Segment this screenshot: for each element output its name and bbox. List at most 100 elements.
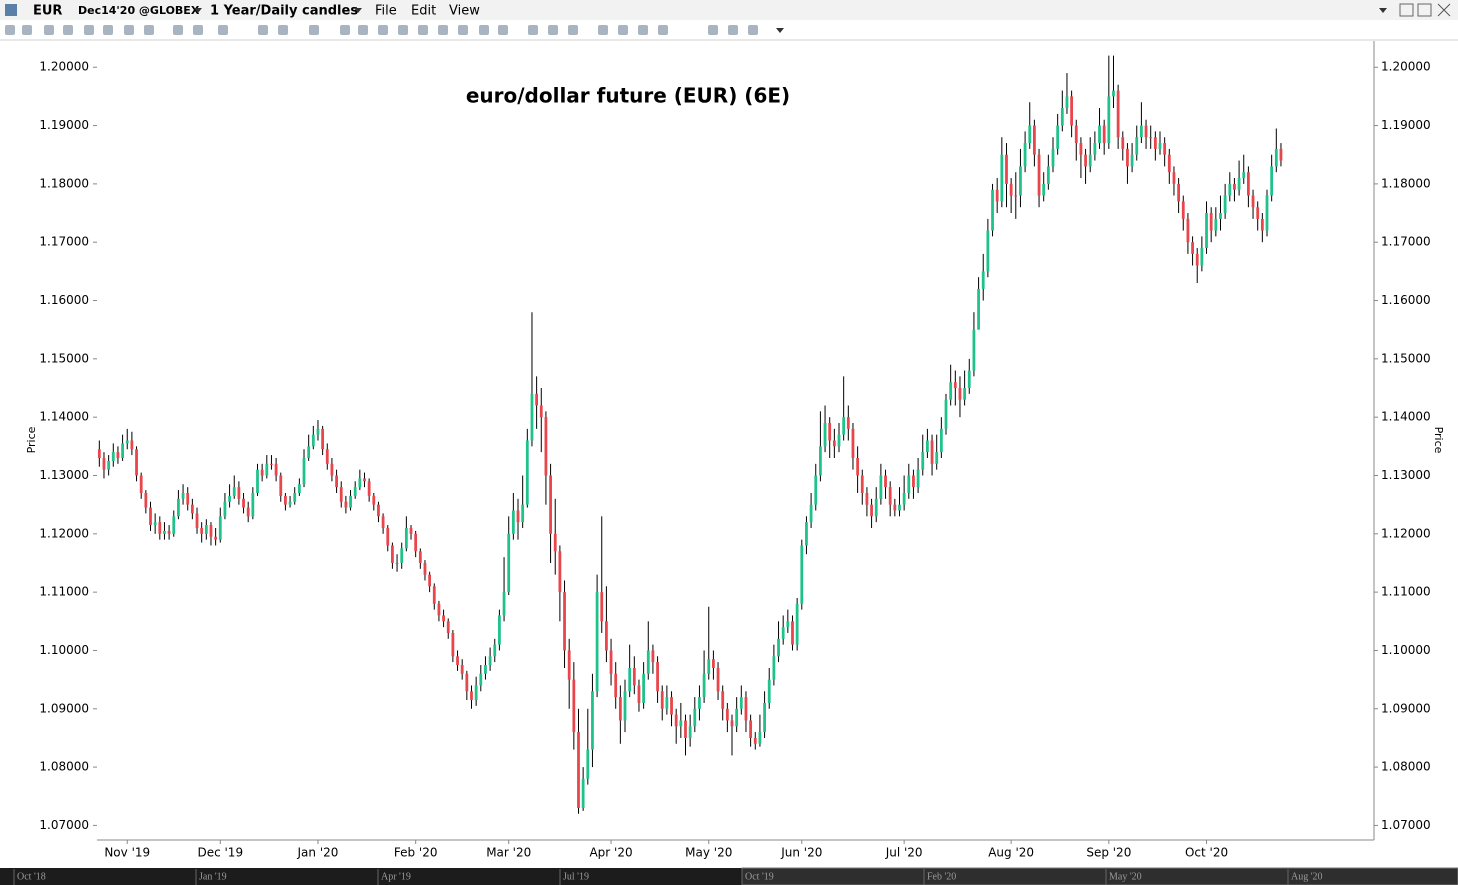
candle-body [190, 504, 194, 514]
y-tick-label: 1.18000 [39, 176, 89, 190]
y-tick-label: 1.15000 [39, 351, 89, 365]
y2-tick-label: 1.17000 [1381, 235, 1431, 249]
y-tick-label: 1.09000 [39, 701, 89, 715]
candle-body [1186, 218, 1190, 243]
candle-body [1116, 90, 1120, 138]
menu-file[interactable]: File [375, 4, 397, 19]
candle-body [116, 452, 120, 458]
candle-body [181, 492, 185, 499]
candle-body [400, 548, 404, 563]
candle-body [614, 673, 618, 698]
candle-body [432, 586, 436, 604]
candle-body [1237, 178, 1241, 190]
candle-body [953, 382, 957, 389]
menu-edit[interactable]: Edit [411, 4, 436, 19]
toolbar-icon [618, 25, 628, 35]
candle-body [1158, 143, 1162, 149]
contract[interactable]: Dec14'20 @GLOBEX [78, 4, 200, 17]
y-tick-label: 1.16000 [39, 293, 89, 307]
candle-body [898, 504, 901, 511]
candle-body [735, 708, 739, 727]
candle-body [832, 440, 836, 447]
x-tick-label: Dec '19 [197, 846, 243, 860]
candle-body [660, 691, 664, 709]
navigator: Oct '18 Jan '19 Apr '19 Jul '19 Oct '19 Feb '… [13, 869, 1323, 885]
candle-body [819, 446, 822, 476]
candle-body [995, 189, 999, 202]
candle-body [437, 603, 441, 616]
y2-tick-label: 1.20000 [1381, 60, 1431, 74]
candle-body [293, 492, 297, 502]
candle-body [1209, 213, 1213, 231]
toolbar-icon [598, 25, 608, 35]
candle-body [214, 536, 218, 540]
y2-tick-label: 1.13000 [1381, 468, 1431, 482]
candle-body [1279, 148, 1283, 161]
restore-button[interactable] [1417, 3, 1432, 17]
candle-body [330, 463, 334, 476]
candle-body [1019, 166, 1022, 196]
candle-body [149, 507, 152, 526]
candle-body [870, 504, 873, 517]
y2-tick-label: 1.08000 [1381, 760, 1431, 774]
close-button[interactable] [1437, 3, 1451, 17]
candle-body [256, 469, 259, 493]
candle-body [498, 615, 501, 645]
candle-body [725, 708, 729, 721]
candle-body [1037, 154, 1041, 196]
candle-body [1265, 195, 1269, 231]
candle-body [926, 440, 929, 453]
toolbar-icon [5, 25, 15, 35]
candle-body [605, 621, 608, 651]
toolbar-icon [218, 25, 228, 35]
toolbar-icon [498, 25, 508, 35]
candle-body [363, 478, 366, 482]
symbol[interactable]: EUR [33, 4, 62, 19]
candle-body [1270, 166, 1274, 196]
navigator-label: Oct '18 [17, 871, 46, 882]
candle-body [1093, 143, 1097, 155]
navigator-window[interactable] [741, 867, 1458, 885]
candle-body [1205, 213, 1208, 249]
period[interactable]: 1 Year/Daily candles [210, 4, 358, 19]
y2-tick-label: 1.12000 [1381, 526, 1431, 540]
candle-body [1139, 125, 1143, 138]
x-tick-label: Jul '20 [885, 846, 923, 860]
candle-body [907, 475, 911, 493]
candle-body [135, 449, 138, 476]
candle-body [795, 603, 799, 645]
candle-body [721, 691, 725, 709]
candle-body [767, 679, 771, 703]
candle-body [242, 498, 245, 508]
candle-body [1163, 143, 1167, 155]
toolbar-icon [378, 25, 388, 35]
y2-tick-label: 1.15000 [1381, 351, 1431, 365]
candle-body [553, 533, 557, 552]
candle-body [851, 428, 855, 458]
candle-body [1144, 125, 1148, 138]
candle-body [1126, 148, 1129, 167]
candle-body [888, 487, 892, 505]
candle-body [372, 495, 376, 505]
candle-body [702, 673, 706, 698]
candle-body [265, 463, 269, 476]
candle-body [1219, 213, 1222, 219]
y-tick-label: 1.08000 [39, 760, 89, 774]
candle-body [1000, 154, 1004, 202]
candle-body [465, 673, 469, 692]
minimize-button[interactable] [1399, 3, 1414, 17]
candle-body [349, 495, 352, 508]
candle-body [121, 443, 124, 458]
menu-view[interactable]: View [449, 4, 480, 19]
candle-body [1233, 183, 1236, 190]
candle-body [1102, 125, 1106, 144]
candle-body [577, 732, 580, 808]
candle-body [791, 621, 794, 645]
candle-body [698, 697, 701, 709]
y-tick-label: 1.10000 [39, 643, 89, 657]
candle-body [916, 469, 920, 488]
candle-body [474, 685, 478, 701]
candle-body [670, 697, 673, 715]
toolbar-icon [258, 25, 268, 35]
candle-body [274, 463, 278, 476]
